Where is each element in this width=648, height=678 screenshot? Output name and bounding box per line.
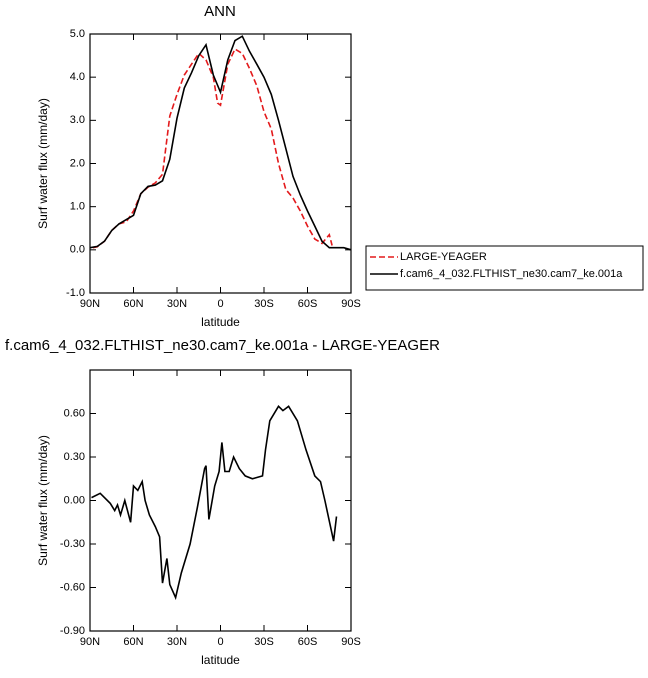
y-tick-label: -0.60 — [60, 581, 85, 593]
y-tick-label: 5.0 — [70, 28, 85, 40]
x-tick-label: 30S — [254, 636, 274, 648]
x-tick-label: 30S — [254, 298, 274, 310]
x-tick-label: 60N — [123, 298, 143, 310]
x-axis-label: latitude — [201, 315, 240, 329]
x-tick-label: 90S — [341, 298, 361, 310]
y-tick-label: 1.0 — [70, 201, 85, 213]
legend-box — [365, 245, 644, 291]
x-tick-label: 30N — [167, 298, 187, 310]
y-tick-label: 0.30 — [64, 451, 85, 463]
x-tick-label: 30N — [167, 636, 187, 648]
y-tick-label: 0.0 — [70, 244, 85, 256]
legend-label: LARGE-YEAGER — [400, 251, 487, 263]
y-tick-label: 2.0 — [70, 157, 85, 169]
x-tick-label: 0 — [217, 636, 223, 648]
x-axis-label: latitude — [201, 653, 240, 667]
y-axis-label: Surf water flux (mm/day) — [36, 435, 50, 566]
plot-frame — [89, 369, 352, 632]
y-tick-label: -1.0 — [66, 287, 85, 299]
chart-title: ANN — [204, 3, 236, 20]
x-tick-label: 90N — [80, 636, 100, 648]
y-tick-label: -0.30 — [60, 538, 85, 550]
x-tick-label: 0 — [217, 298, 223, 310]
x-tick-label: 60S — [298, 298, 318, 310]
legend-label: f.cam6_4_032.FLTHIST_ne30.cam7_ke.001a — [400, 268, 623, 280]
y-axis-label: Surf water flux (mm/day) — [36, 98, 50, 229]
x-tick-label: 60N — [123, 636, 143, 648]
y-tick-label: 0.00 — [64, 494, 85, 506]
y-tick-label: 0.60 — [64, 407, 85, 419]
data-line — [91, 405, 338, 601]
data-line — [92, 47, 333, 249]
plot-frame — [89, 33, 352, 294]
y-tick-label: 4.0 — [70, 71, 85, 83]
chart-title: f.cam6_4_032.FLTHIST_ne30.cam7_ke.001a -… — [5, 337, 440, 354]
x-tick-label: 90S — [341, 636, 361, 648]
x-tick-label: 90N — [80, 298, 100, 310]
x-tick-label: 60S — [298, 636, 318, 648]
y-tick-label: 3.0 — [70, 114, 85, 126]
data-line — [89, 35, 352, 251]
y-tick-label: -0.90 — [60, 625, 85, 637]
